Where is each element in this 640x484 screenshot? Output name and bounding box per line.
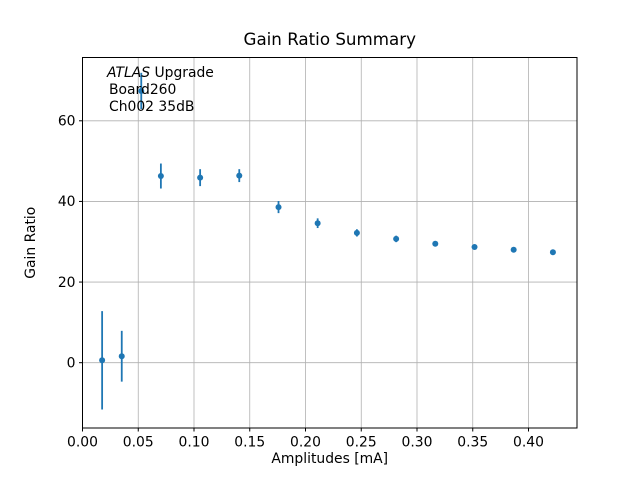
data-point <box>549 249 556 256</box>
data-point <box>99 357 106 364</box>
x-axis-label: Amplitudes [mA] <box>271 451 388 467</box>
y-tick-label: 40 <box>58 194 76 210</box>
y-axis-label: Gain Ratio <box>23 207 39 279</box>
data-point <box>197 174 204 181</box>
y-tick-label: 60 <box>58 114 76 130</box>
data-point <box>275 204 282 211</box>
x-tick-label: 0.40 <box>513 435 544 451</box>
annotation-line-3: Ch002 35dB <box>109 99 194 115</box>
annotation-block: ATLAS Upgrade Board260 Ch002 35dB <box>106 65 214 115</box>
annotation-experiment: ATLAS <box>106 65 150 81</box>
data-point <box>138 87 145 94</box>
x-tick-label: 0.20 <box>290 435 321 451</box>
series-layer <box>99 72 556 410</box>
annotation-line-2: Board260 <box>109 82 176 98</box>
data-point <box>471 243 478 250</box>
y-tick-label: 20 <box>58 275 76 291</box>
data-point <box>393 235 400 242</box>
x-tick-label: 0.10 <box>179 435 210 451</box>
data-point <box>432 240 439 247</box>
data-point <box>353 229 360 236</box>
x-tick-label: 0.00 <box>67 435 98 451</box>
data-point <box>236 172 243 179</box>
x-tick-label: 0.25 <box>346 435 377 451</box>
plot-border <box>82 57 578 429</box>
chart-title: Gain Ratio Summary <box>244 29 417 49</box>
x-axis-ticks: 0.00 0.05 0.10 0.15 0.20 0.25 0.30 0.35 0.40 <box>67 428 544 451</box>
annotation-line-1: ATLAS Upgrade <box>106 65 214 81</box>
data-point <box>157 173 164 180</box>
data-point <box>510 246 517 253</box>
x-tick-label: 0.35 <box>457 435 488 451</box>
y-axis-ticks: 0 20 40 60 <box>58 114 83 371</box>
x-tick-label: 0.30 <box>402 435 433 451</box>
data-point <box>118 353 125 360</box>
x-tick-label: 0.15 <box>234 435 265 451</box>
plot-area-background <box>82 57 577 428</box>
data-point <box>314 220 321 227</box>
annotation-upgrade: Upgrade <box>150 65 214 81</box>
x-tick-label: 0.05 <box>123 435 154 451</box>
grid-layer <box>82 57 577 428</box>
y-tick-label: 0 <box>67 355 76 371</box>
